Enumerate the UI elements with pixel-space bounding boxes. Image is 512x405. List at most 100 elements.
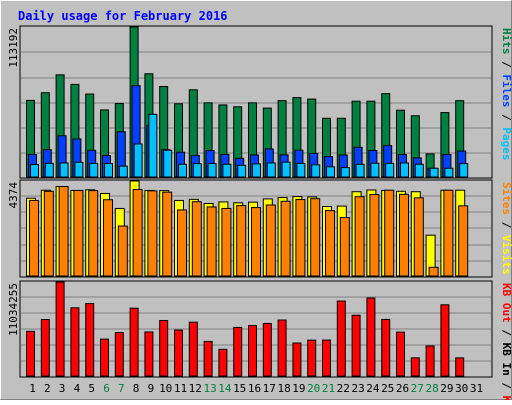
bar-sites <box>458 205 469 277</box>
bar-pages <box>311 164 321 178</box>
bar-kb-f <box>174 329 183 377</box>
bar-kb-f <box>277 319 287 377</box>
bar-sites <box>103 199 113 277</box>
x-tick-label: 26 <box>396 382 409 395</box>
bar-sites <box>191 201 202 277</box>
bar-kb-f <box>381 318 391 377</box>
x-tick-label: 20 <box>307 382 320 395</box>
bar-kb-f <box>114 332 124 377</box>
bar-kb-f <box>55 281 65 377</box>
bar-kb-f <box>292 342 302 377</box>
x-tick-label: 27 <box>411 382 424 395</box>
x-tick-label: 4 <box>74 382 81 395</box>
y-max-label: 113192 <box>7 28 20 68</box>
bar-pages <box>207 163 217 178</box>
bar-sites <box>251 207 261 277</box>
bar-sites <box>354 196 365 277</box>
bar-pages <box>444 167 454 178</box>
x-tick-label: 30 <box>455 382 468 395</box>
x-tick-label: 22 <box>337 382 350 395</box>
bar-kb-f <box>233 326 243 377</box>
bar-pages <box>74 161 84 178</box>
legend-visits: Sites / Visits <box>500 182 512 275</box>
bar-kb-f <box>396 331 405 377</box>
bar-sites <box>236 205 247 277</box>
bar-pages <box>370 162 380 178</box>
x-tick-label: 2 <box>44 382 51 395</box>
bar-pages <box>414 163 424 178</box>
bar-sites <box>147 190 158 277</box>
bar-sites <box>58 186 69 277</box>
x-tick-label: 29 <box>440 382 453 395</box>
bar-pages <box>237 164 247 178</box>
bar-sites <box>339 217 350 277</box>
chart-title: Daily usage for February 2016 <box>18 9 228 23</box>
bar-kb-f <box>70 307 80 377</box>
bar-kb-f <box>203 340 213 377</box>
x-tick-label: 16 <box>248 382 261 395</box>
x-tick-label: 14 <box>218 382 232 395</box>
bar-pages <box>89 162 99 178</box>
bar-pages <box>133 143 143 178</box>
bar-sites <box>177 209 187 277</box>
bar-sites <box>428 266 439 277</box>
bar-pages <box>59 162 69 178</box>
x-tick-label: 17 <box>263 382 276 395</box>
bar-pages <box>163 149 173 178</box>
bar-pages <box>281 161 291 178</box>
x-tick-label: 6 <box>103 382 110 395</box>
legend-kbytes: KB Out / KB In / KB F <box>500 283 512 400</box>
bar-kb-f <box>144 331 154 377</box>
bar-sites <box>325 210 335 277</box>
bar-pages <box>296 162 306 178</box>
bar-kb-f <box>425 345 435 377</box>
bar-sites <box>88 190 99 277</box>
bar-sites <box>280 200 291 277</box>
panel-hits: 113192 Hits / Files / Pages <box>7 25 512 179</box>
bar-sites <box>221 207 232 277</box>
bar-kb-f <box>26 330 35 377</box>
bar-sites <box>399 193 409 277</box>
bar-kb-f <box>188 321 198 377</box>
x-tick-label: 19 <box>292 382 305 395</box>
bar-sites <box>443 189 454 277</box>
legend-hits: Hits / Files / Pages <box>500 28 512 161</box>
bar-kb-f <box>440 304 450 377</box>
x-tick-label: 25 <box>381 382 394 395</box>
bar-sites <box>295 199 306 277</box>
bar-kb-f <box>218 348 228 377</box>
x-tick-label: 21 <box>322 382 335 395</box>
bar-kb-f <box>85 303 95 377</box>
bar-pages <box>44 162 54 178</box>
bar-sites <box>310 198 321 277</box>
panel-visits: 4374 Sites / Visits <box>7 179 512 278</box>
bar-pages <box>266 162 276 178</box>
panel-kbytes: 11034255 KB Out / KB In / KB F <box>7 280 512 405</box>
bar-pages <box>400 162 409 178</box>
bar-pages <box>118 165 128 178</box>
bar-pages <box>30 164 39 178</box>
y-max-label: 4374 <box>7 182 20 209</box>
bar-kb-f <box>410 357 420 377</box>
x-tick-label: 5 <box>88 382 95 395</box>
bar-sites <box>162 191 173 277</box>
bar-sites <box>29 199 39 277</box>
x-tick-label: 8 <box>133 382 140 395</box>
bar-pages <box>385 162 395 178</box>
bar-sites <box>43 190 54 277</box>
x-tick-label: 9 <box>148 382 155 395</box>
x-tick-label: 3 <box>59 382 66 395</box>
bar-sites <box>265 204 276 277</box>
bar-pages <box>326 166 335 178</box>
bar-pages <box>340 167 350 178</box>
bar-kb-f <box>336 300 346 377</box>
bar-pages <box>192 163 202 178</box>
bar-kb-f <box>351 314 361 377</box>
bar-kb-f <box>100 338 109 377</box>
x-tick-label: 15 <box>233 382 246 395</box>
x-tick-label: 28 <box>425 382 438 395</box>
y-max-label: 11034255 <box>7 283 20 336</box>
x-tick-label: 24 <box>366 382 380 395</box>
bar-pages <box>252 163 261 178</box>
bar-kb-f <box>40 319 50 377</box>
